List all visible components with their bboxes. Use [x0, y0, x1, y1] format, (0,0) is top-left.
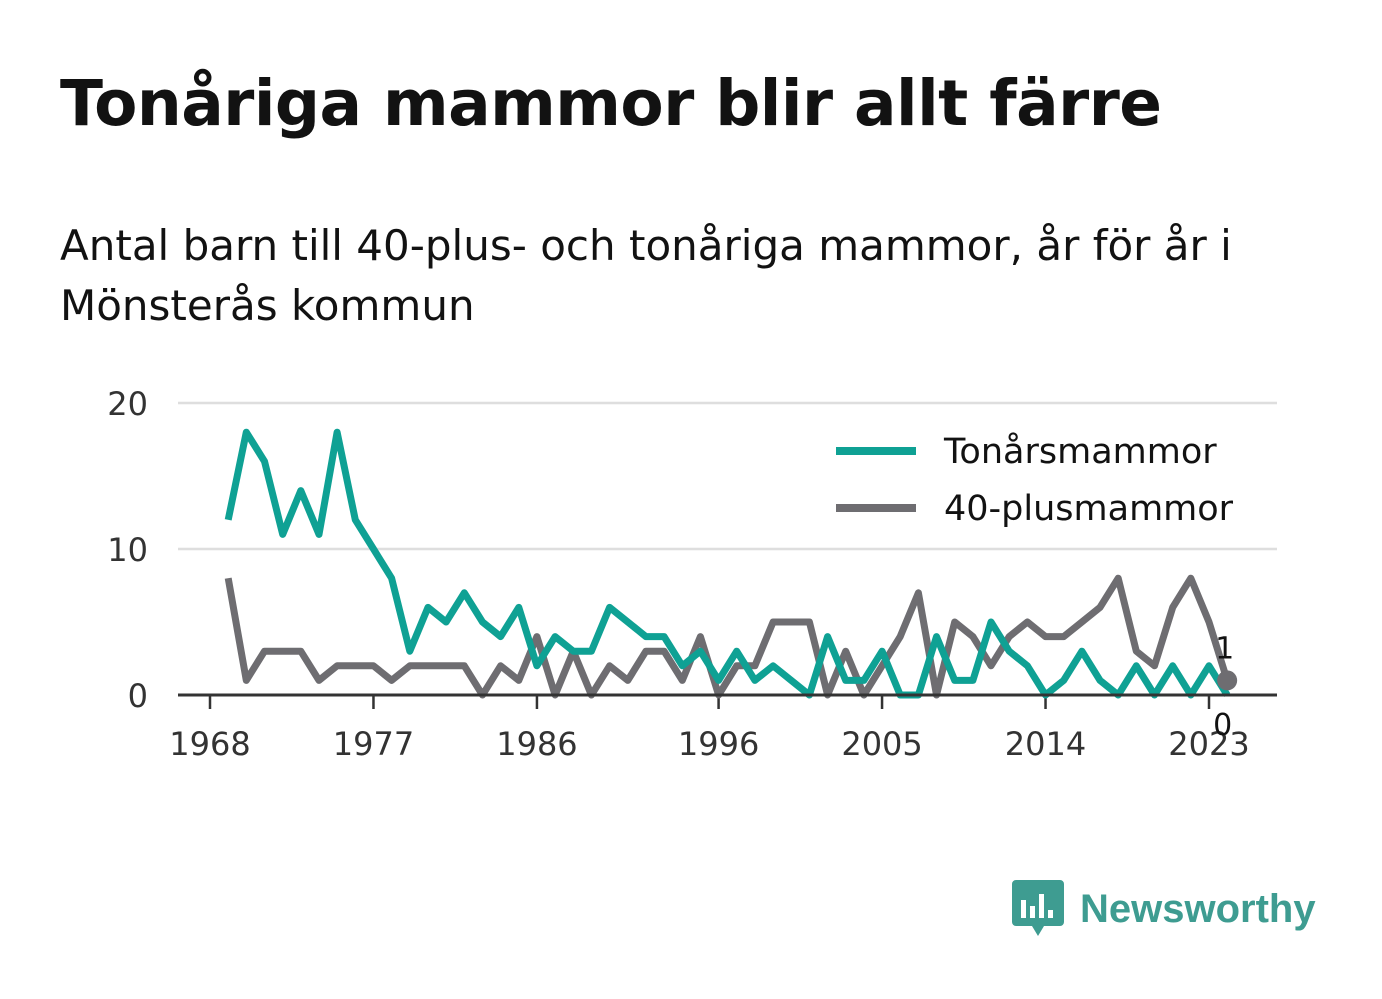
series-line — [224, 574, 1231, 699]
x-tick-label: 2005 — [841, 725, 922, 763]
end-value-label: 1 — [1215, 631, 1234, 666]
x-tick-label: 1996 — [678, 725, 759, 763]
chart-subtitle: Antal barn till 40-plus- och tonåriga ma… — [60, 221, 1232, 330]
legend-label: 40-plusmammor — [944, 489, 1234, 529]
legend-label: Tonårsmammor — [943, 431, 1217, 472]
y-tick-label: 0 — [128, 677, 148, 715]
chart-title: Tonåriga mammor blir allt färre — [60, 67, 1162, 140]
y-tick-label: 10 — [107, 531, 148, 569]
brand-name: Newsworthy — [1080, 886, 1316, 931]
brand-logo: Newsworthy — [1010, 878, 1316, 940]
x-tick-label: 1986 — [496, 725, 577, 763]
x-tick-label: 1968 — [169, 725, 250, 763]
series-line — [224, 428, 1231, 699]
x-tick-label: 2023 — [1168, 725, 1249, 763]
end-point-marker — [1217, 670, 1238, 691]
newsworthy-logo-icon — [1012, 880, 1064, 936]
end-value-label: 0 — [1213, 708, 1232, 743]
x-tick-label: 2014 — [1005, 725, 1086, 763]
x-tick-label: 1977 — [333, 725, 414, 763]
y-tick-label: 20 — [107, 385, 148, 423]
